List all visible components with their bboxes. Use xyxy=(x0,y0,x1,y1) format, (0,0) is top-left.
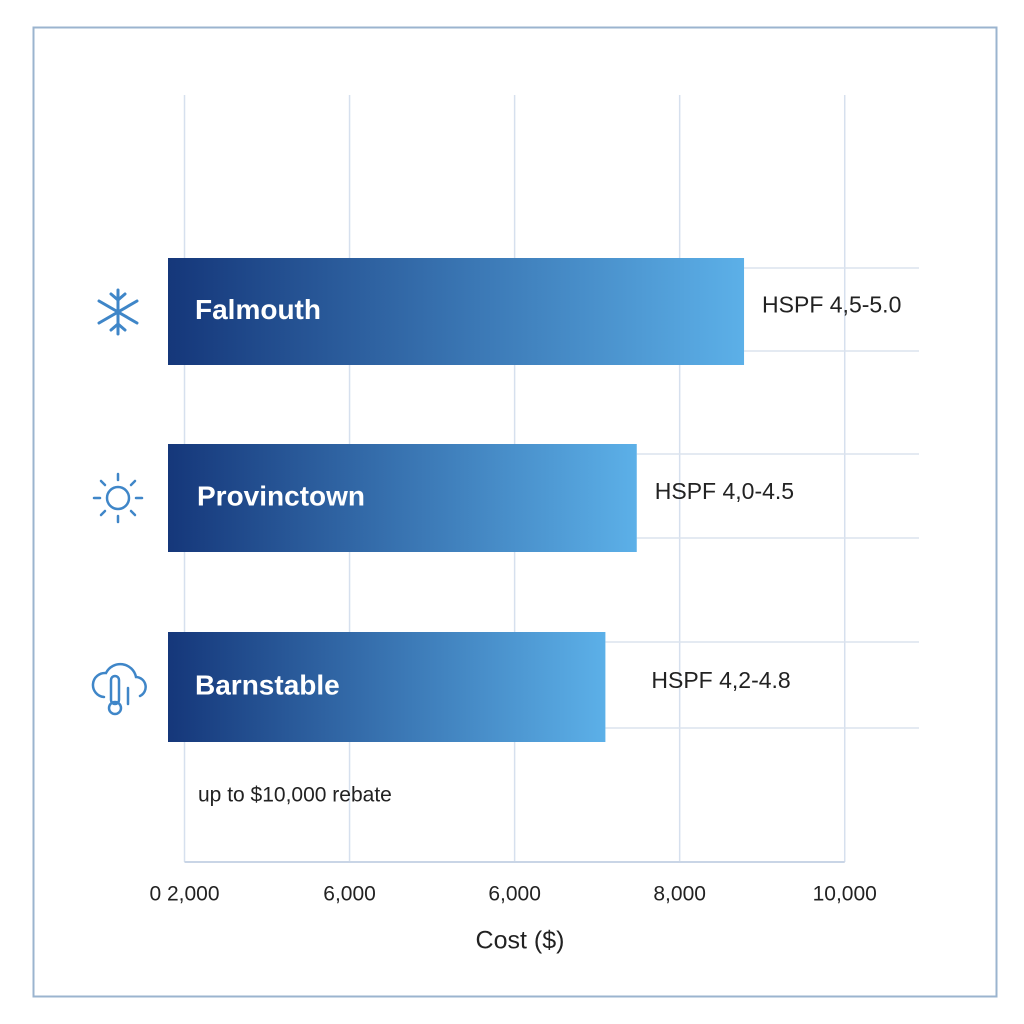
bar xyxy=(168,258,745,365)
bar-label: Falmouth xyxy=(195,294,321,325)
rating-label: HSPF 4,0-4.5 xyxy=(655,478,794,504)
sun-icon xyxy=(92,472,144,524)
x-tick-label: 6,000 xyxy=(323,883,376,906)
x-tick-label: 0 2,000 xyxy=(149,883,219,906)
rating-label: HSPF 4,5-5.0 xyxy=(762,292,901,318)
rating-label: HSPF 4,2-4.8 xyxy=(651,667,790,693)
x-axis-title: Cost ($) xyxy=(476,927,565,955)
x-tick-label: 10,000 xyxy=(813,883,877,906)
x-tick-label: 8,000 xyxy=(653,883,706,906)
annotation: up to $10,000 rebate xyxy=(198,784,392,807)
weather-icon xyxy=(91,662,147,716)
bar xyxy=(168,444,637,552)
bar-label: Provinctown xyxy=(197,480,365,511)
snow-icon xyxy=(97,288,139,336)
bar xyxy=(168,632,606,742)
bar-label: Barnstable xyxy=(195,669,340,700)
x-tick-label: 6,000 xyxy=(488,883,541,906)
